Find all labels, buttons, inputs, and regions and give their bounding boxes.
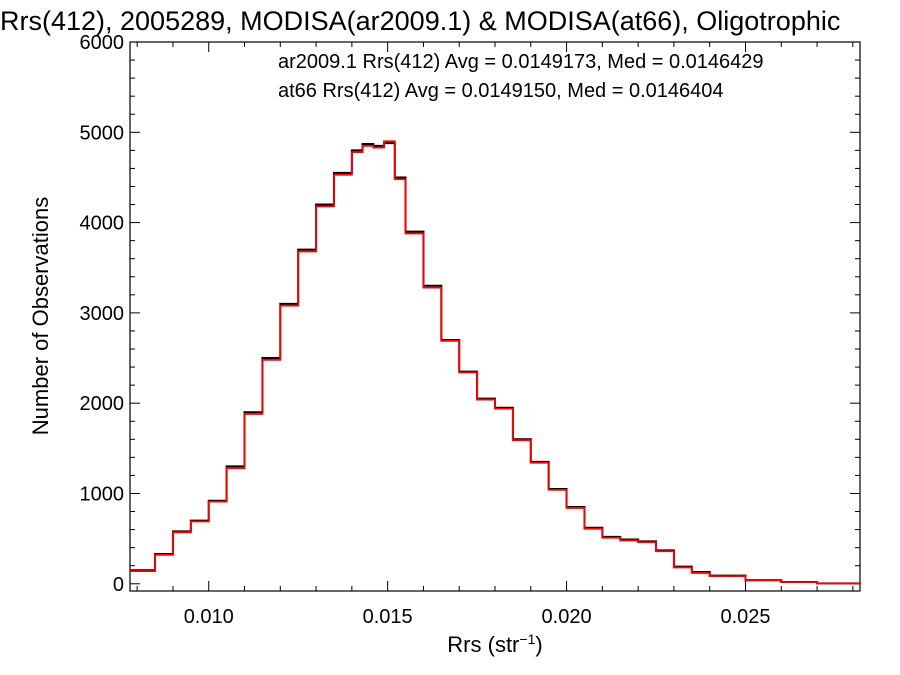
y-axis-label: Number of Observations	[28, 197, 53, 435]
x-tick-label: 0.010	[184, 606, 234, 628]
legend-entry-at66: at66 Rrs(412) Avg = 0.0149150, Med = 0.0…	[278, 80, 724, 102]
chart-title: Rrs(412), 2005289, MODISA(ar2009.1) & MO…	[0, 6, 840, 36]
series-line-at66	[130, 140, 861, 585]
y-tick-label: 0	[113, 574, 124, 596]
legend-entry-ar2009: ar2009.1 Rrs(412) Avg = 0.0149173, Med =…	[278, 51, 764, 73]
series-line-ar2009.1	[130, 142, 861, 585]
y-tick-label: 6000	[80, 32, 125, 54]
y-tick-label: 3000	[80, 303, 125, 325]
x-axis-label-superscript: −1	[519, 631, 535, 647]
plot-frame	[129, 41, 861, 592]
x-axis-label: Rrs (str−1)	[447, 631, 542, 657]
x-tick-label: 0.015	[363, 606, 413, 628]
x-tick-label: 0.025	[720, 606, 770, 628]
y-axis-ticks: 0 1000 2000 3000 4000 5000 6000	[80, 32, 860, 596]
y-tick-label: 5000	[80, 122, 125, 144]
x-axis-label-main: Rrs (str	[447, 632, 519, 657]
series-layer	[130, 140, 861, 585]
x-axis-ticks: 0.010 0.015 0.020 0.025	[136, 42, 854, 628]
y-tick-label: 1000	[80, 483, 125, 505]
y-tick-label: 2000	[80, 393, 125, 415]
x-tick-label: 0.020	[542, 606, 592, 628]
y-tick-label: 4000	[80, 213, 125, 235]
x-axis-label-close: )	[535, 632, 542, 657]
